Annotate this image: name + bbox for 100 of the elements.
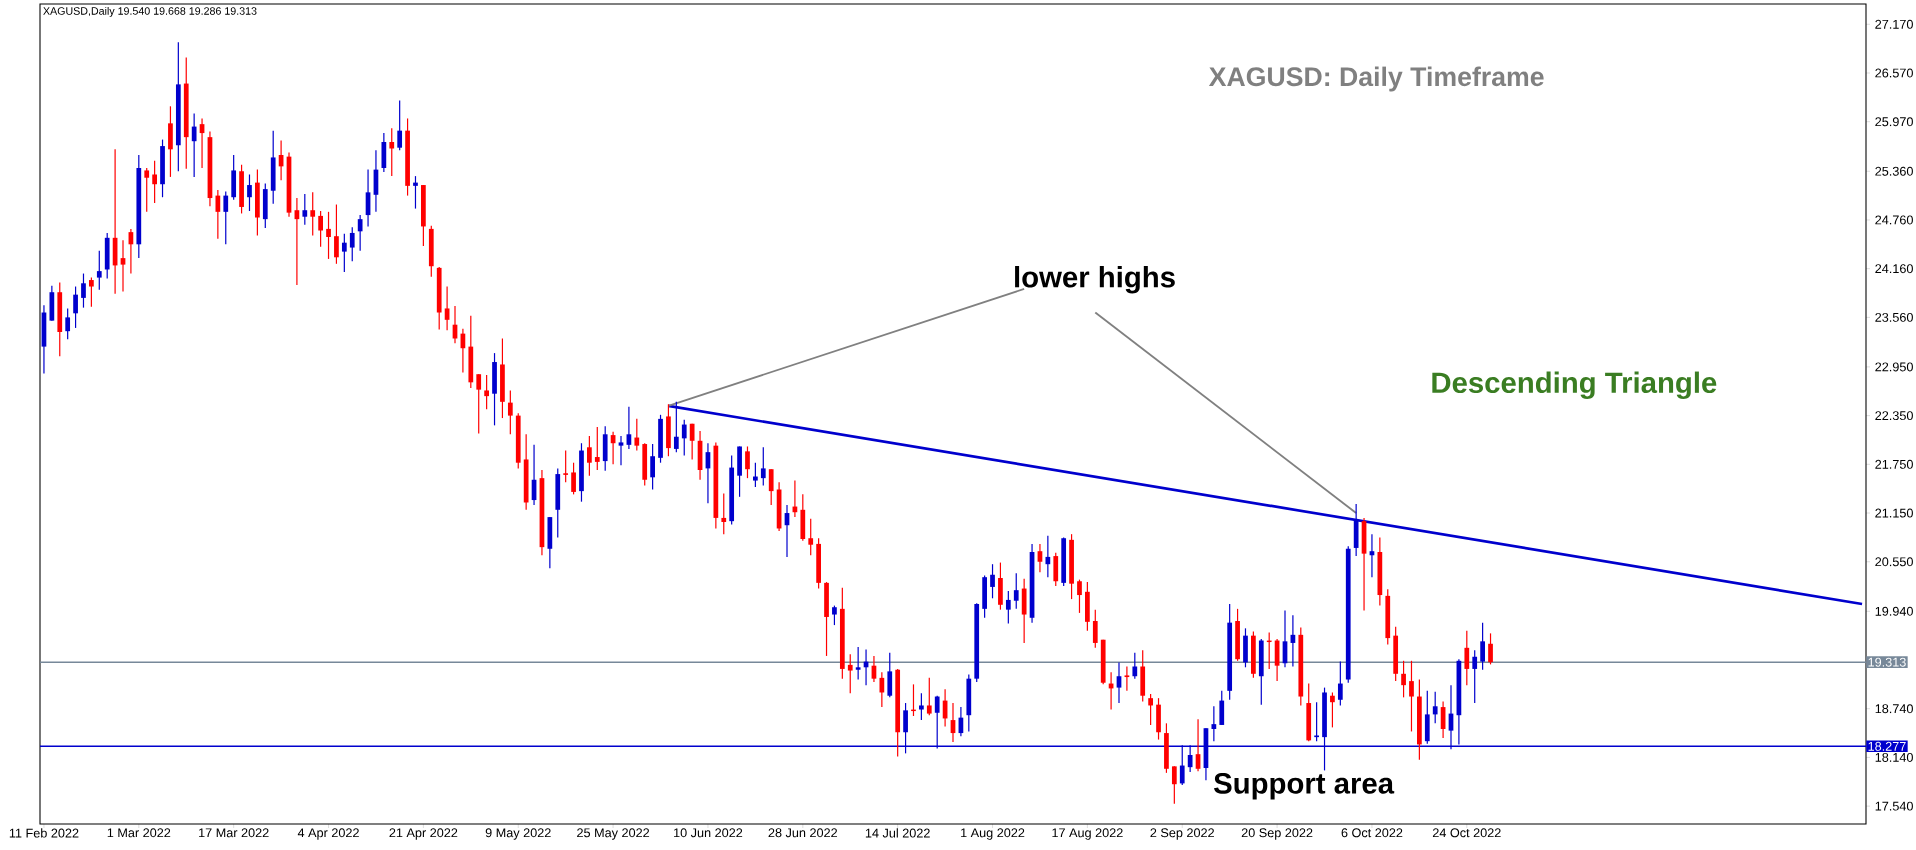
- candlestick: [1472, 649, 1478, 704]
- candlestick: [310, 191, 316, 236]
- y-tick-label: 22.950: [1875, 362, 1913, 372]
- candlestick: [879, 671, 885, 708]
- x-tick-label: 10 Jun 2022: [674, 828, 743, 838]
- candlestick: [1045, 535, 1051, 578]
- x-tick-label: 21 Apr 2022: [389, 828, 458, 840]
- candlestick: [618, 435, 624, 466]
- candlestick: [919, 692, 924, 721]
- candlestick: [302, 193, 308, 226]
- candlestick: [413, 175, 418, 210]
- candlestick: [1124, 665, 1130, 692]
- candlestick: [855, 646, 861, 681]
- x-tick-label: 14 Jul 2022: [865, 828, 930, 838]
- candlestick: [1432, 691, 1438, 724]
- candlestick: [357, 214, 363, 252]
- candlestick: [594, 426, 600, 471]
- candlestick: [1211, 705, 1217, 742]
- candlestick: [832, 605, 837, 626]
- candlestick: [397, 100, 403, 151]
- candlestick: [587, 435, 592, 477]
- candlestick: [484, 374, 489, 410]
- y-tick-label: 24.160: [1875, 264, 1913, 274]
- y-tick-label: 25.360: [1875, 166, 1913, 176]
- annotation: lower highs: [1015, 266, 1175, 294]
- candlestick: [120, 239, 126, 292]
- y-tick-label: 18.740: [1875, 704, 1913, 714]
- y-tick-label: 24.760: [1875, 215, 1913, 225]
- x-tick-label: 6 Oct 2022: [1341, 828, 1403, 838]
- candlestick: [1480, 622, 1485, 671]
- x-tick-label: 1 Aug 2022: [961, 828, 1025, 840]
- candlestick: [144, 167, 150, 213]
- candlestick: [634, 418, 640, 452]
- y-tick-label: 26.570: [1875, 68, 1913, 78]
- x-tick-label: 17 Mar 2022: [199, 828, 269, 838]
- x-tick-label: 17 Aug 2022: [1052, 828, 1123, 840]
- x-tick-label: 25 May 2022: [577, 828, 650, 840]
- y-tick-label: 22.350: [1875, 411, 1913, 421]
- candlestick: [689, 423, 695, 461]
- candlestick: [152, 160, 157, 204]
- y-tick-label: 20.550: [1875, 557, 1913, 567]
- ref-line-label: 19.313: [1868, 657, 1906, 667]
- candlestick: [847, 653, 853, 694]
- x-tick-label: 1 Mar 2022: [107, 828, 171, 838]
- candlestick: [1005, 590, 1011, 625]
- annotation: Descending Triangle: [1432, 371, 1717, 400]
- candlestick: [223, 190, 229, 245]
- candlestick: [1337, 661, 1343, 707]
- candlestick: [808, 518, 814, 556]
- candlestick: [681, 419, 687, 456]
- annotation: Support area: [1213, 772, 1395, 800]
- candlestick: [247, 173, 252, 212]
- candlestick: [507, 389, 513, 435]
- candlestick: [81, 272, 86, 309]
- candlestick: [1171, 765, 1177, 805]
- x-tick-label: 24 Oct 2022: [1432, 828, 1501, 838]
- ref-line-label: 18.277: [1868, 741, 1906, 751]
- candlestick: [571, 462, 576, 495]
- y-tick-label: 19.940: [1875, 606, 1913, 616]
- candlestick: [1077, 579, 1082, 614]
- candlestick: [926, 677, 932, 716]
- candlestick: [89, 277, 94, 308]
- candlestick: [65, 307, 71, 340]
- y-tick-label: 21.750: [1875, 459, 1913, 469]
- x-tick-label: 11 Feb 2022: [9, 828, 79, 838]
- y-tick-label: 25.970: [1875, 117, 1913, 127]
- y-tick-label: 21.150: [1875, 508, 1913, 518]
- x-tick-label: 9 May 2022: [485, 828, 551, 840]
- candlestick: [1092, 609, 1098, 649]
- candlestick: [1132, 652, 1138, 680]
- x-tick-label: 2 Sep 2022: [1150, 828, 1214, 840]
- candlestick: [1488, 632, 1493, 665]
- candlestick: [1401, 660, 1406, 698]
- candlestick: [389, 127, 395, 177]
- chart-subtitle: XAGUSD,Daily 19.540 19.668 19.286 19.313: [43, 6, 257, 17]
- candlestick: [768, 468, 774, 506]
- candlestick: [1330, 691, 1335, 728]
- x-tick-label: 4 Apr 2022: [297, 828, 359, 840]
- candlestick: [191, 113, 197, 178]
- candlestick: [318, 210, 323, 248]
- candlestick: [334, 203, 339, 265]
- candlestick: [326, 211, 331, 260]
- y-tick-label: 18.140: [1875, 752, 1913, 762]
- candlestick: [341, 233, 347, 273]
- candlestick: [760, 446, 766, 487]
- candlestick: [563, 449, 569, 483]
- candlestick: [96, 250, 102, 291]
- candlestick: [73, 285, 78, 329]
- y-tick-label: 27.170: [1875, 19, 1913, 29]
- y-tick-label: 17.540: [1875, 801, 1913, 811]
- candlestick: [1148, 693, 1153, 726]
- x-tick-label: 20 Sep 2022: [1241, 828, 1313, 840]
- candlestick: [215, 189, 221, 240]
- candlestick: [1409, 660, 1414, 733]
- candlestick: [650, 443, 655, 491]
- candlestick: [745, 445, 750, 479]
- candlestick: [1013, 572, 1019, 610]
- candlestick: [753, 462, 758, 488]
- x-tick-label: 28 Jun 2022: [768, 828, 838, 838]
- candlestick: [1464, 630, 1470, 686]
